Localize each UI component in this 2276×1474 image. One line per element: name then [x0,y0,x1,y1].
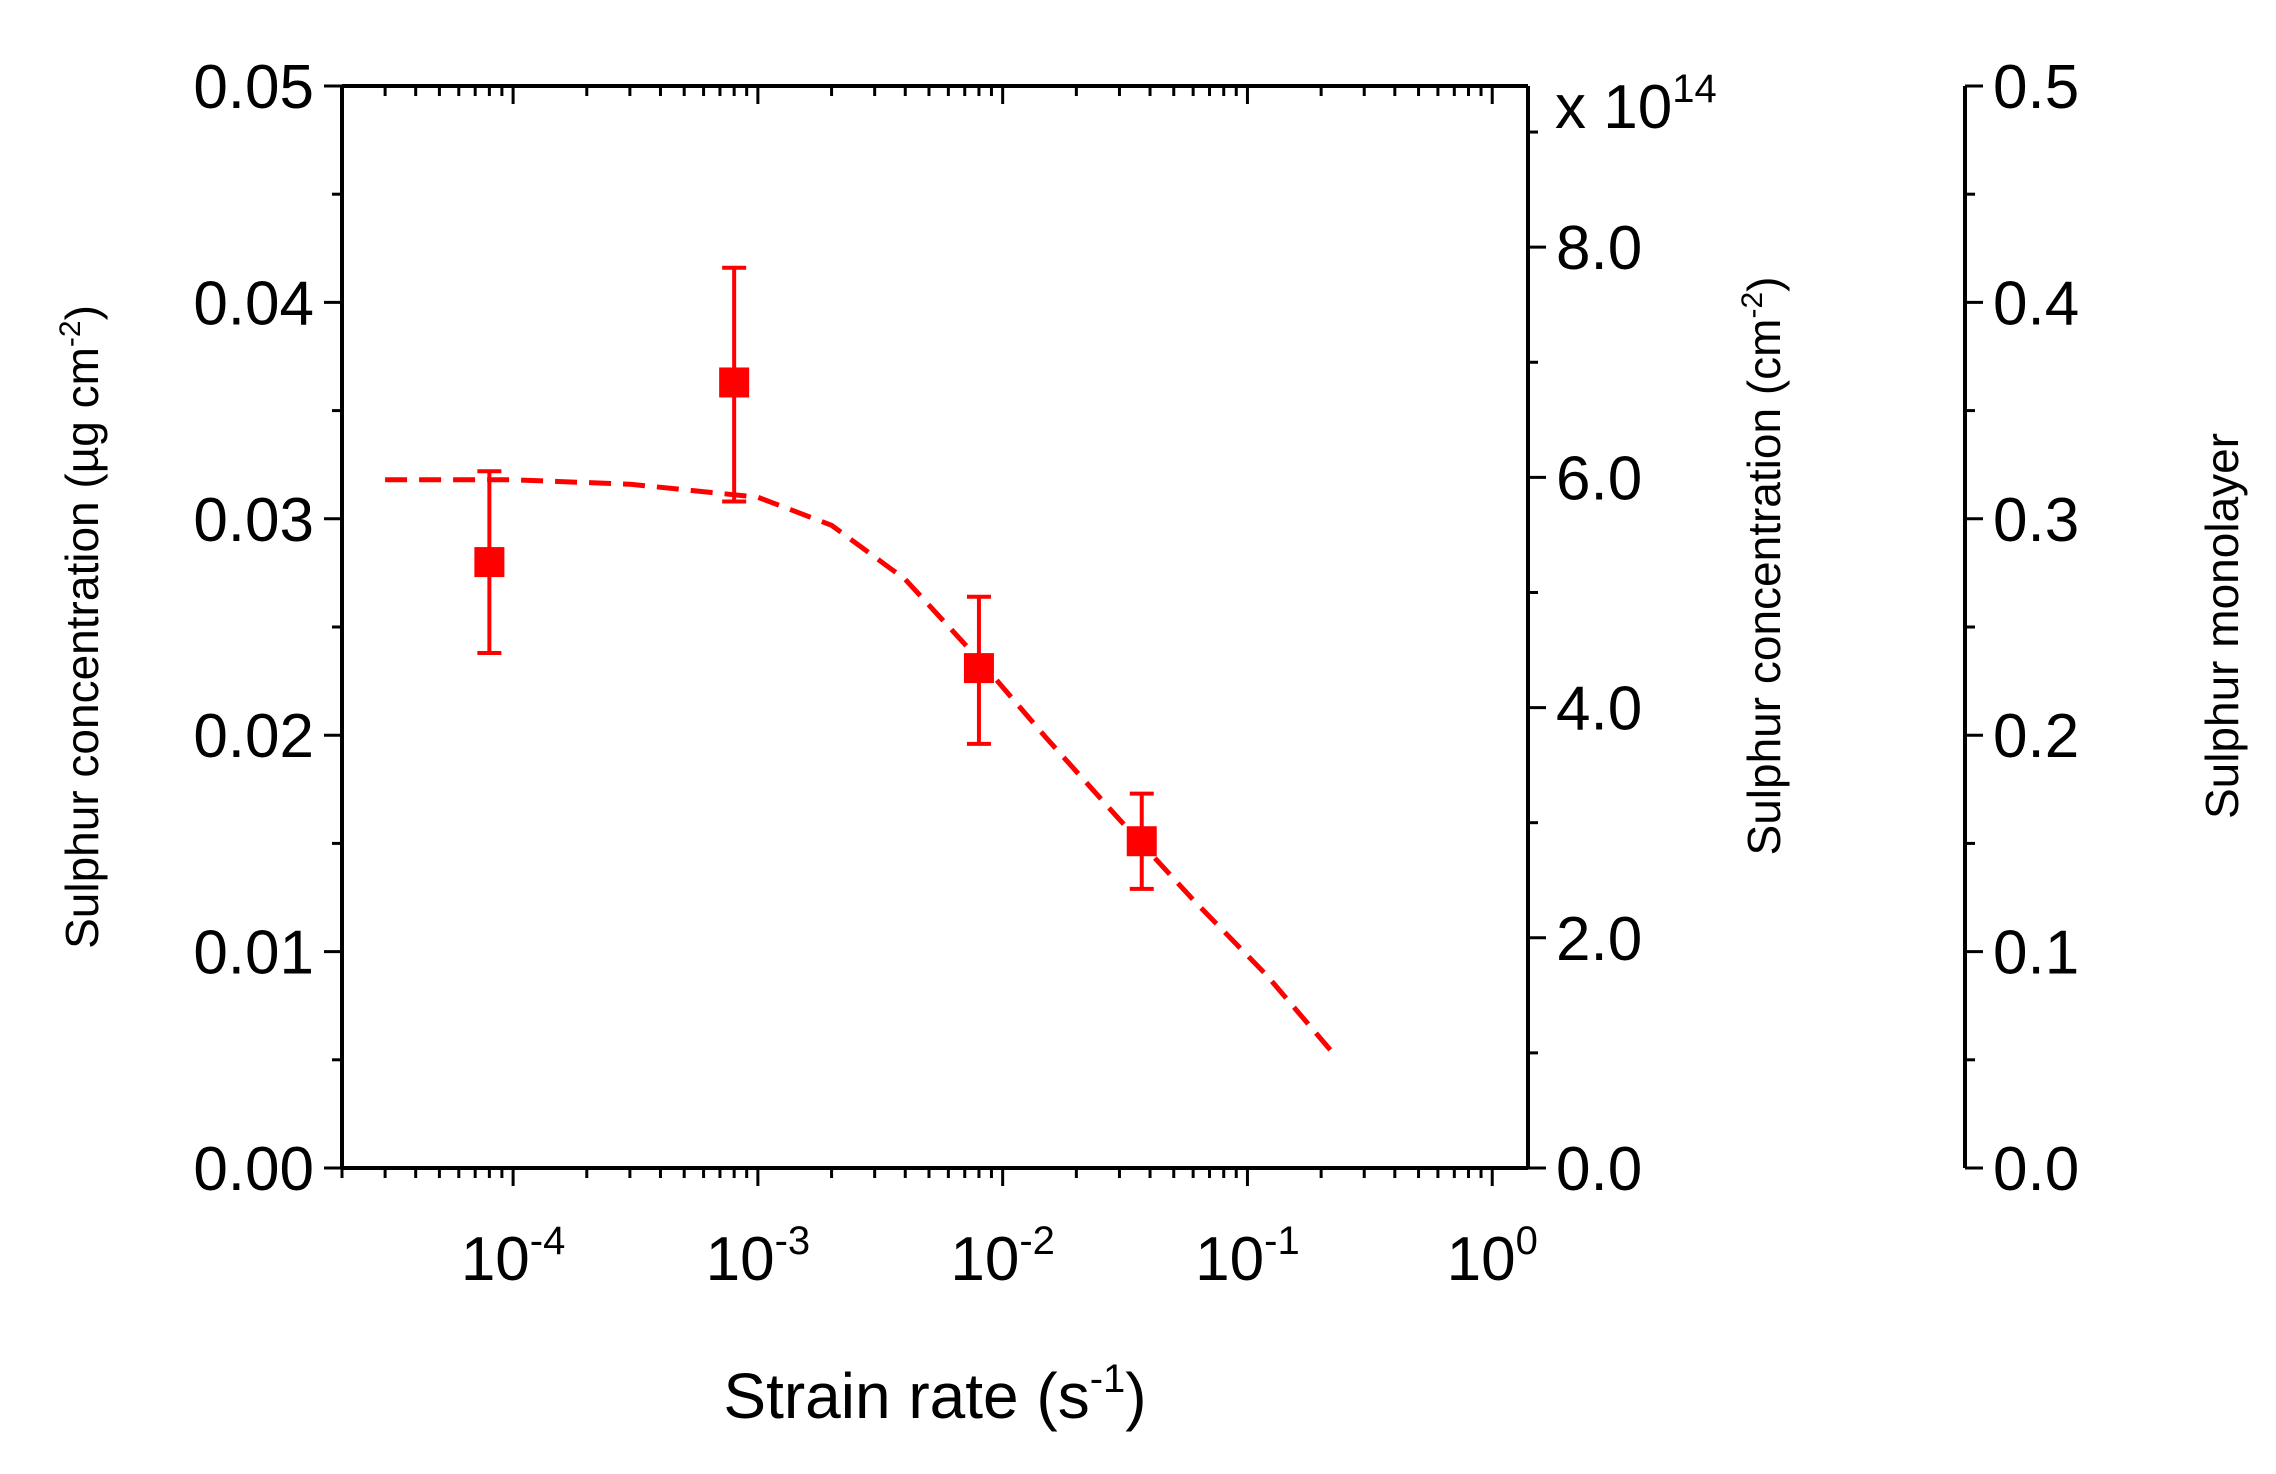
data-point-marker [1126,826,1157,857]
x-axis-title: Strain rate (s-1) [723,1357,1146,1432]
y-left-tick-label: 0.02 [193,702,314,771]
x-axis: 10-4 10-3 10-2 10-1 100 [340,86,1538,1294]
y-left-axis-title: Sulphur concentration (µg cm-2) [54,305,108,949]
y-left-axis: 0.00 0.01 0.02 0.03 0.04 0.05 [193,53,342,1204]
y-right1-axis: 0.0 2.0 4.0 6.0 8.0 [1528,130,1642,1204]
fit-curve [385,477,1334,1053]
y-right1-tick-label: 8.0 [1556,214,1642,283]
x-tick-label: 10-4 [461,1219,566,1294]
x-tick-label: 10-3 [706,1219,811,1294]
y-right1-tick-label: 6.0 [1556,444,1642,513]
y-right2-axis-title: Sulphur monolayer [2196,433,2248,819]
x-tick-label: 10-2 [950,1219,1055,1294]
y-left-tick-label: 0.03 [193,486,314,555]
data-point-marker [963,653,994,684]
y-right1-tick-label: 4.0 [1556,675,1642,744]
y-right2-tick-label: 0.0 [1993,1135,2079,1204]
y-right1-multiplier: x 1014 [1555,67,1717,142]
y-left-tick-label: 0.01 [193,919,314,988]
y-right2-tick-label: 0.5 [1993,53,2079,122]
y-left-tick-label: 0.05 [193,53,314,122]
series-layer [385,265,1334,1053]
y-right2-tick-label: 0.3 [1993,486,2079,555]
data-point-marker [719,367,750,398]
y-right2-axis: 0.0 0.1 0.2 0.3 0.4 0.5 [1963,53,2079,1204]
y-left-tick-label: 0.00 [193,1135,314,1204]
y-right2-tick-label: 0.1 [1993,919,2079,988]
x-tick-label: 100 [1447,1219,1538,1294]
y-left-tick-label: 0.04 [193,269,314,338]
plot-frame [340,84,1530,1170]
y-right2-tick-label: 0.2 [1993,702,2079,771]
x-tick-label: 10-1 [1195,1219,1300,1294]
data-point-marker [474,547,505,578]
y-right1-tick-label: 0.0 [1556,1135,1642,1204]
y-right1-axis-title: Sulphur concentration (cm-2) [1736,277,1790,856]
y-right2-tick-label: 0.4 [1993,269,2079,338]
y-right1-tick-label: 2.0 [1556,905,1642,974]
